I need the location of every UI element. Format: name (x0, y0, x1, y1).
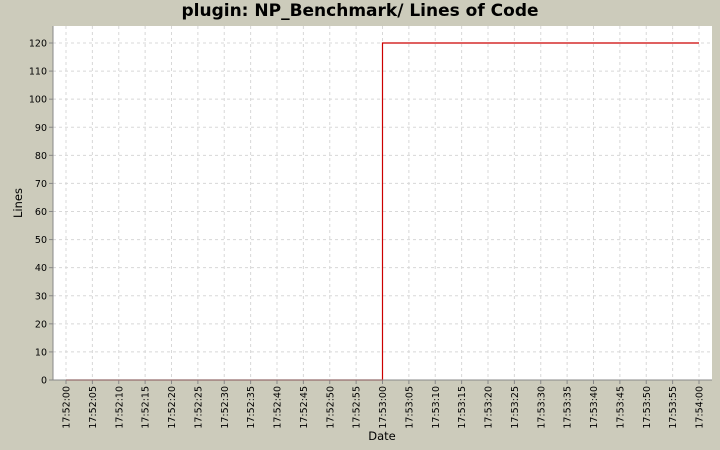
x-tick-label: 17:53:20 (484, 386, 495, 429)
y-tick-label: 120 (29, 39, 47, 50)
x-tick-label: 17:53:30 (536, 386, 547, 429)
y-tick-label: 70 (35, 179, 47, 190)
y-tick-label: 30 (35, 291, 47, 302)
y-tick-label: 60 (35, 207, 47, 218)
x-axis-ticks: 17:52:00 17:52:05 17:52:10 17:52:15 17:52:20… (62, 380, 706, 429)
y-tick-label: 50 (35, 235, 47, 246)
x-tick-label: 17:53:50 (642, 386, 653, 429)
chart-title: plugin: NP_Benchmark/ Lines of Code (181, 1, 539, 21)
x-axis-label: Date (368, 429, 396, 443)
x-tick-label: 17:53:55 (668, 386, 679, 429)
x-tick-label: 17:52:55 (352, 386, 363, 429)
y-tick-label: 20 (35, 319, 47, 330)
x-tick-label: 17:53:15 (457, 386, 468, 429)
x-tick-label: 17:52:50 (325, 386, 336, 429)
x-tick-label: 17:53:00 (378, 386, 389, 429)
x-tick-label: 17:53:45 (615, 386, 626, 429)
x-tick-label: 17:52:30 (220, 386, 231, 429)
y-tick-label: 0 (41, 376, 47, 387)
x-tick-label: 17:52:00 (62, 386, 73, 429)
x-tick-label: 17:53:05 (404, 386, 415, 429)
y-tick-label: 110 (29, 67, 47, 78)
y-tick-label: 40 (35, 263, 47, 274)
y-axis-label: Lines (11, 188, 25, 218)
y-tick-label: 90 (35, 123, 47, 134)
y-tick-label: 10 (35, 347, 47, 358)
x-tick-label: 17:53:40 (589, 386, 600, 429)
x-tick-label: 17:53:10 (431, 386, 442, 429)
x-tick-label: 17:52:45 (299, 386, 310, 429)
x-tick-label: 17:53:35 (563, 386, 574, 429)
x-tick-label: 17:52:35 (246, 386, 257, 429)
y-tick-label: 80 (35, 151, 47, 162)
x-tick-label: 17:52:15 (141, 386, 152, 429)
x-tick-label: 17:52:20 (167, 386, 178, 429)
x-tick-label: 17:52:05 (88, 386, 99, 429)
x-tick-label: 17:54:00 (695, 386, 706, 429)
x-tick-label: 17:53:25 (510, 386, 521, 429)
x-tick-label: 17:52:40 (273, 386, 284, 429)
x-tick-label: 17:52:25 (193, 386, 204, 429)
grid-lines (53, 26, 712, 380)
y-tick-label: 100 (29, 95, 47, 106)
x-tick-label: 17:52:10 (114, 386, 125, 429)
y-axis-ticks: 0 10 20 30 40 50 60 70 80 90 100 110 120 (29, 39, 53, 387)
